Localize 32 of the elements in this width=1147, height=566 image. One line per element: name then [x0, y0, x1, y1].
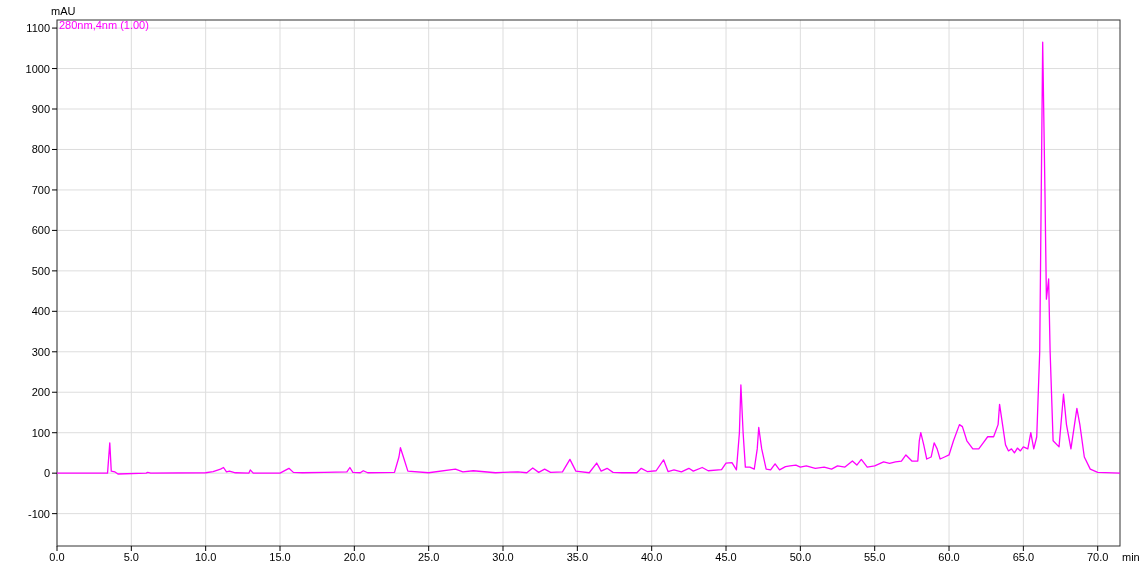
x-tick-label: 25.0	[417, 551, 440, 563]
x-tick-label: 35.0	[566, 551, 589, 563]
y-tick-label: 100	[31, 426, 50, 439]
x-tick-label: 10.0	[194, 551, 217, 563]
x-tick-label: 20.0	[343, 551, 366, 563]
x-tick-label: 0.0	[49, 551, 65, 563]
y-axis-title: mAU	[51, 5, 76, 17]
y-tick-label: 200	[31, 386, 50, 399]
y-tick-label: 500	[31, 264, 50, 277]
y-tick-label: 300	[31, 345, 50, 358]
y-tick-label: 800	[31, 143, 50, 156]
y-tick-label: -100	[27, 507, 50, 520]
x-tick-label: 55.0	[863, 551, 886, 563]
text: 280nm,4nm (1.00)	[59, 19, 149, 31]
x-tick-label: 60.0	[938, 551, 960, 563]
y-tick-label: 900	[31, 103, 50, 116]
x-axis-title: min	[1122, 551, 1140, 563]
y-tick-label: 0	[43, 467, 50, 480]
x-tick-label: 50.0	[789, 551, 812, 563]
x-tick-label: 5.0	[123, 551, 139, 563]
y-tick-label: 400	[31, 305, 50, 318]
x-tick-label: 30.0	[492, 551, 514, 563]
x-tick-label: 15.0	[269, 551, 291, 563]
x-tick-label: 45.0	[715, 551, 737, 563]
x-tick-label: 70.0	[1086, 551, 1109, 563]
y-tick-label: 1100	[26, 22, 50, 35]
x-tick-label: 65.0	[1012, 551, 1035, 563]
x-tick-label: 40.0	[640, 551, 663, 563]
y-tick-label: 600	[31, 224, 50, 237]
y-tick-label: 700	[31, 183, 50, 196]
y-tick-label: 1000	[25, 62, 50, 75]
line-series	[56, 41, 1121, 475]
